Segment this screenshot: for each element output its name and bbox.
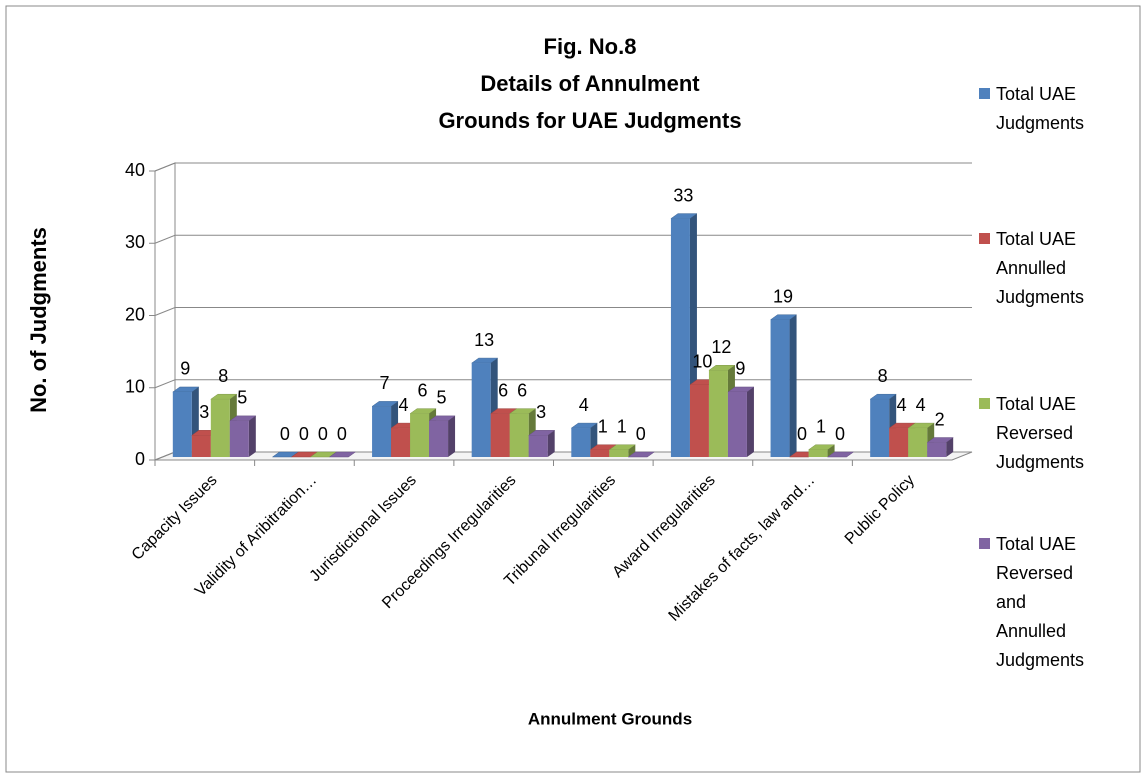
bar-front: [808, 449, 828, 457]
data-label: 0: [318, 424, 328, 444]
bar-front: [889, 428, 909, 457]
data-label: 4: [399, 395, 409, 415]
bar: [807, 444, 836, 457]
data-label: 4: [579, 395, 589, 415]
data-label: 4: [897, 395, 907, 415]
y-tick-label: 10: [125, 377, 145, 397]
data-label: 13: [474, 330, 494, 350]
chart-title: Grounds for UAE Judgments: [438, 108, 741, 133]
bar: [527, 430, 556, 457]
data-label: 6: [498, 380, 508, 400]
data-label: 3: [199, 402, 209, 422]
data-label: 1: [598, 417, 608, 437]
data-label: 2: [935, 409, 945, 429]
y-tick-label: 20: [125, 304, 145, 324]
legend-label: Total UAE Judgments: [996, 84, 1085, 133]
bar-side: [746, 386, 754, 457]
bar-front: [509, 413, 529, 457]
bar-front: [191, 435, 211, 457]
data-label: 0: [299, 424, 309, 444]
legend-swatch: [979, 88, 990, 99]
data-label: 7: [380, 373, 390, 393]
data-label: 6: [418, 380, 428, 400]
data-label: 5: [237, 388, 247, 408]
bar-side: [547, 430, 555, 457]
y-tick-label: 30: [125, 232, 145, 252]
bar: [826, 451, 855, 458]
data-label: 19: [773, 286, 793, 306]
legend-label: Total UAE Reversed Judgments: [996, 394, 1085, 472]
data-label: 1: [816, 417, 826, 437]
bar-side: [827, 444, 835, 457]
data-label: 0: [337, 424, 347, 444]
bar-front: [770, 319, 790, 457]
bar-side: [448, 415, 456, 457]
chart-title: Details of Annulment: [480, 71, 700, 96]
bar-front: [670, 218, 690, 457]
bar-side: [628, 444, 636, 457]
grid-line: [154, 234, 972, 244]
bar-front: [571, 428, 591, 457]
grid-line: [154, 307, 972, 316]
bar: [328, 451, 357, 458]
data-label: 1: [617, 417, 627, 437]
bar-front: [229, 420, 249, 457]
bar: [608, 444, 637, 457]
data-label: 33: [673, 185, 693, 205]
bar-front: [410, 413, 430, 457]
bar: [229, 415, 257, 457]
bar-front: [391, 428, 411, 457]
bar: [627, 451, 656, 458]
bar-front: [727, 391, 747, 457]
data-label: 5: [437, 388, 447, 408]
bar-front: [490, 413, 510, 457]
bar-front: [609, 449, 629, 457]
data-label: 9: [735, 359, 745, 379]
data-label: 0: [636, 424, 646, 444]
data-label: 0: [835, 424, 845, 444]
bar-side: [946, 437, 954, 457]
chart-title: Fig. No.8: [544, 34, 637, 59]
bar-front: [210, 399, 230, 457]
legend-swatch: [979, 538, 990, 549]
bar-front: [870, 399, 890, 457]
bar-side: [789, 314, 797, 457]
data-label: 12: [711, 337, 731, 357]
data-label: 4: [916, 395, 926, 415]
bar: [769, 314, 798, 457]
data-label: 10: [692, 352, 712, 372]
bar-front: [528, 435, 548, 457]
data-label: 0: [797, 424, 807, 444]
bar-front: [172, 391, 192, 457]
bar-front: [429, 420, 449, 457]
bar-front: [708, 370, 728, 457]
bar: [727, 386, 755, 457]
y-tick-label: 40: [125, 160, 145, 180]
data-label: 0: [280, 424, 290, 444]
y-axis-title: No. of Judgments: [26, 227, 51, 413]
legend-label: Total UAE Reversed and Annulled Judgment…: [996, 534, 1085, 670]
bar-side: [248, 415, 256, 457]
legend-swatch: [979, 233, 990, 244]
grid-line: [154, 162, 972, 172]
bar-front: [471, 363, 491, 457]
data-label: 8: [878, 366, 888, 386]
bar-front: [927, 442, 947, 457]
bar-front: [689, 384, 709, 457]
bar: [428, 415, 456, 457]
legend-swatch: [979, 398, 990, 409]
x-axis-title: Annulment Grounds: [528, 709, 692, 728]
bar-front: [908, 428, 928, 457]
bar-front: [372, 406, 392, 457]
bar-front: [590, 449, 610, 457]
y-tick-label: 0: [135, 449, 145, 469]
bar: [926, 437, 954, 457]
data-label: 8: [218, 366, 228, 386]
data-label: 6: [517, 380, 527, 400]
legend-label: Total UAE Annulled Judgments: [996, 229, 1085, 307]
data-label: 9: [180, 359, 190, 379]
data-label: 3: [536, 402, 546, 422]
